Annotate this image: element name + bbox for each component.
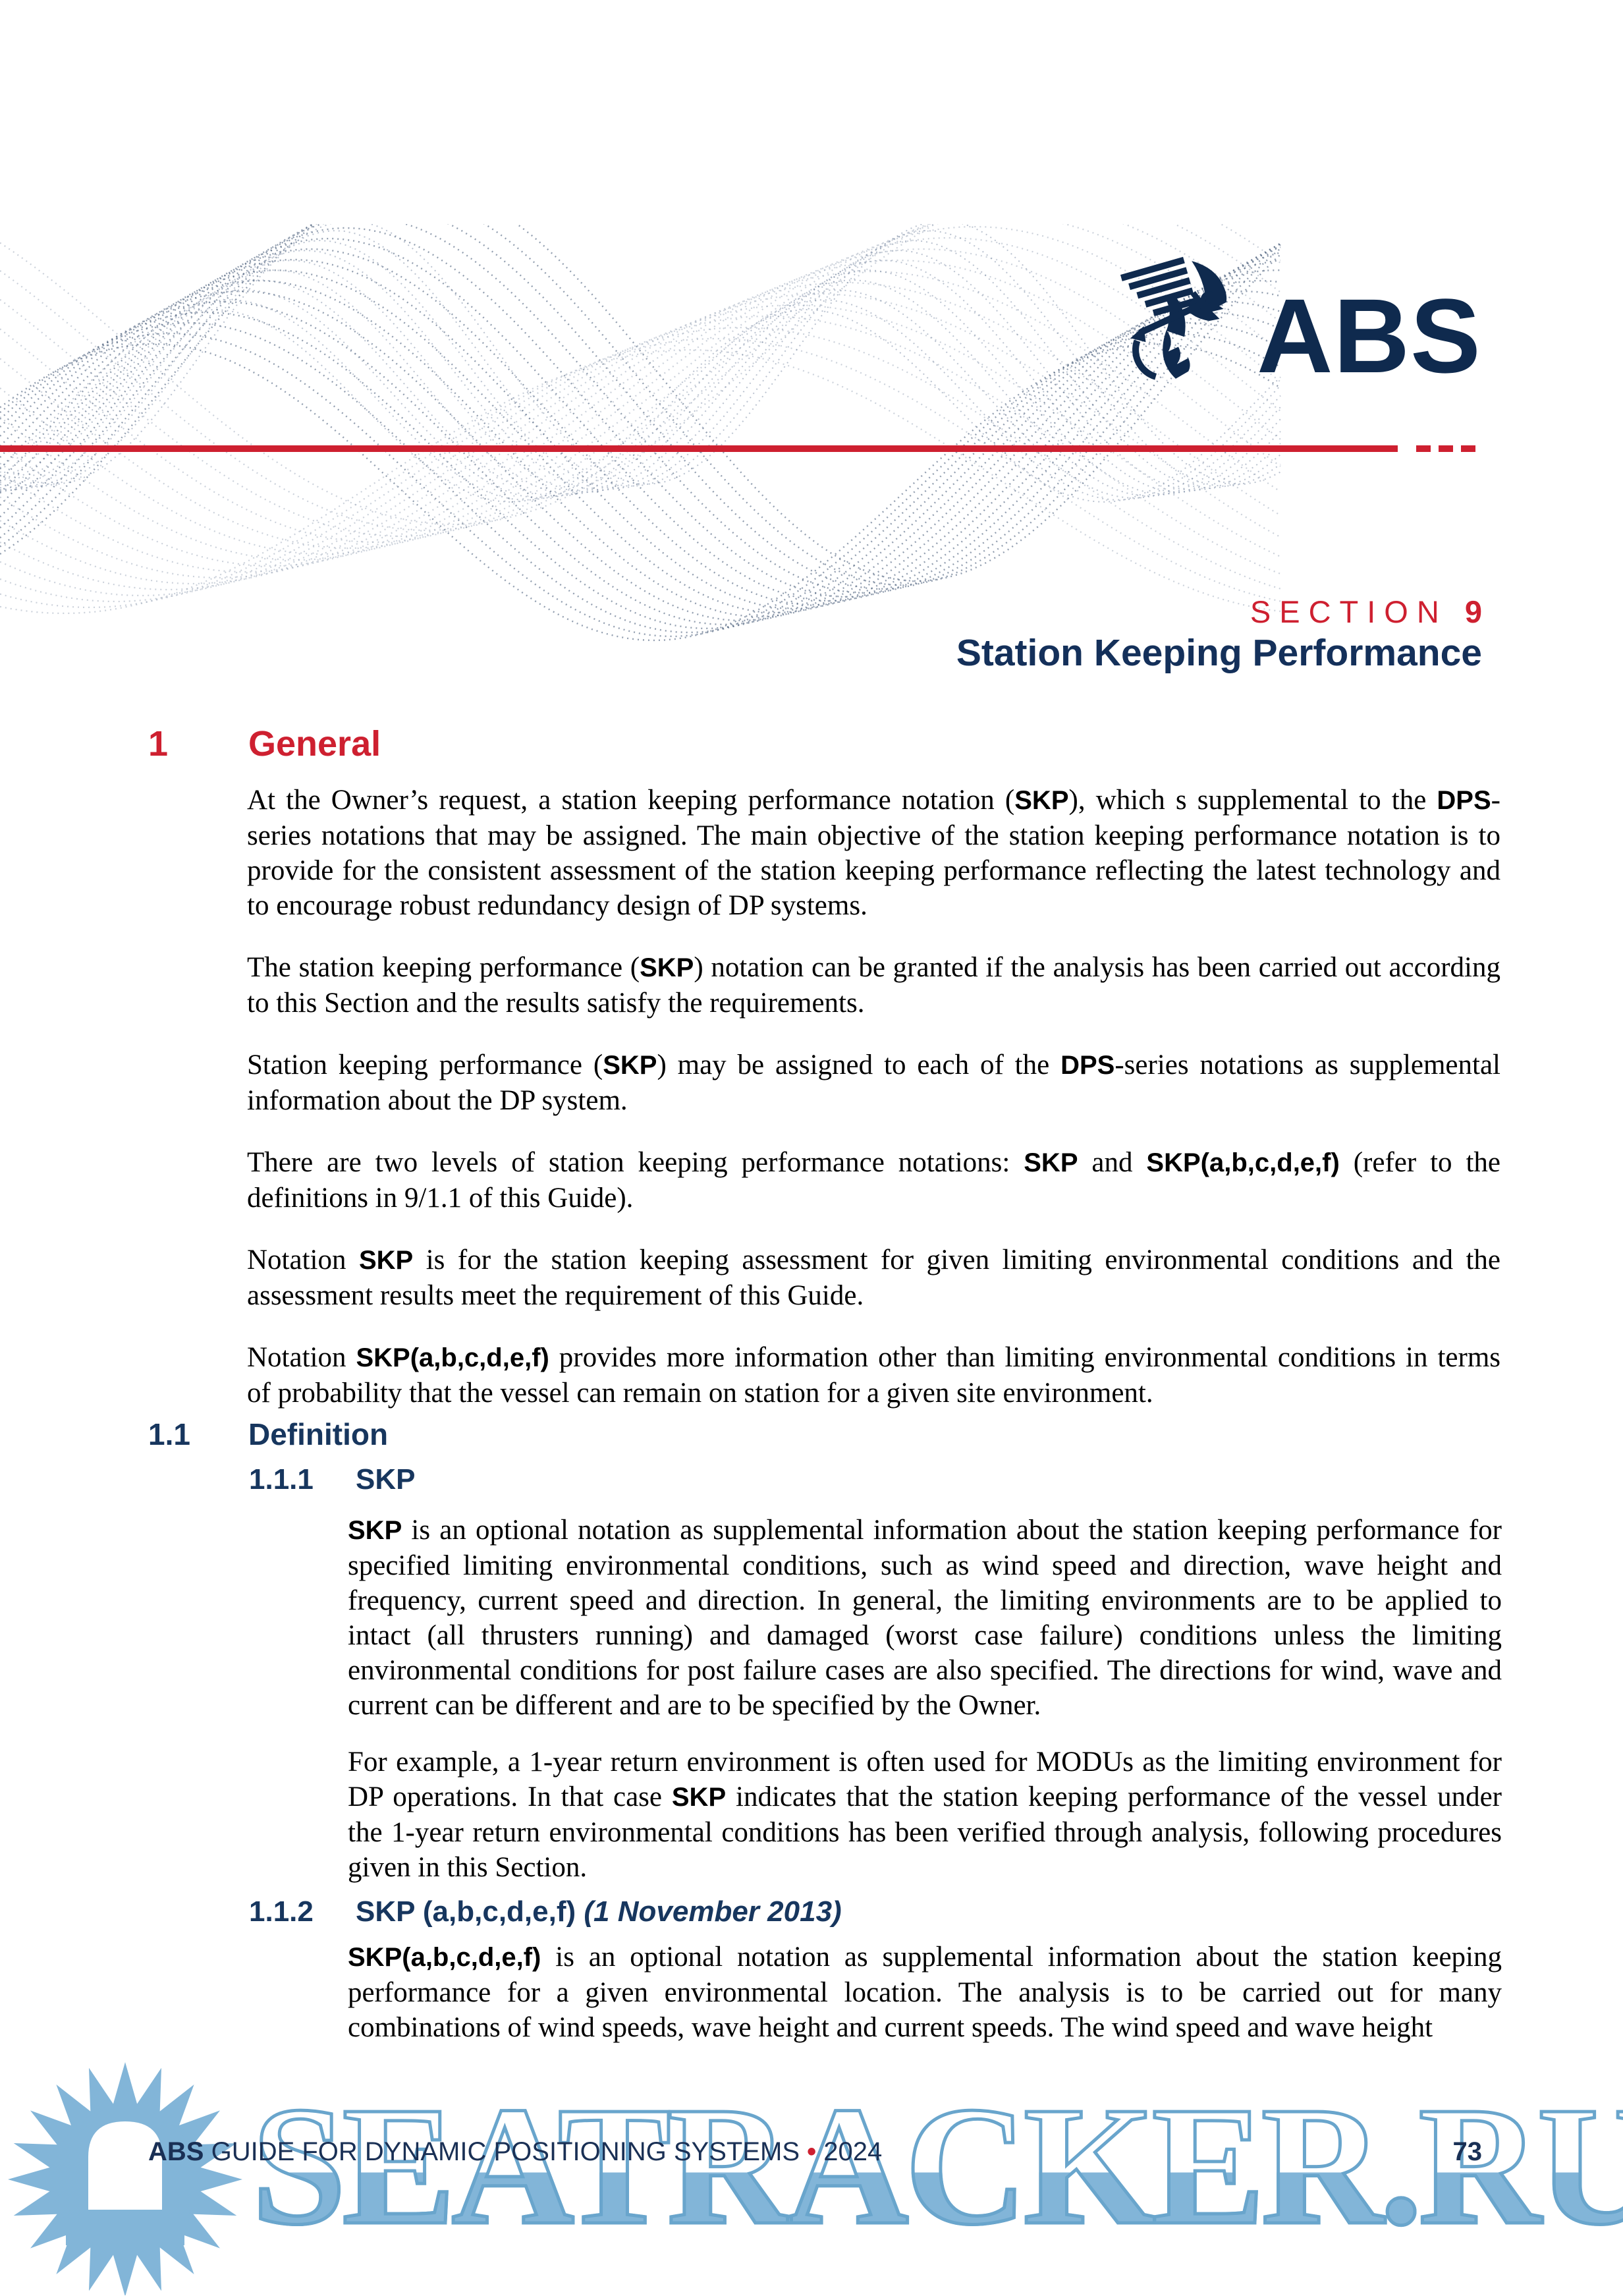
- text-run: SKP: [640, 953, 694, 982]
- paragraph: There are two levels of station keeping …: [247, 1145, 1500, 1216]
- text-run: ) notation can be granted if the analysi…: [247, 952, 1500, 1019]
- text-run: and: [1078, 1147, 1147, 1178]
- text-run: ), which s supplemental to the: [1068, 785, 1437, 816]
- text-run: SKP(a,b,c,d,e,f): [1146, 1148, 1340, 1177]
- abs-eagle-anchor-icon: [1120, 256, 1227, 380]
- text-run: SKP: [671, 1783, 727, 1812]
- paragraph: Notation SKP(a,b,c,d,e,f) provides more …: [247, 1340, 1500, 1411]
- text-run: (refer to the definitions in 9/1.1 of th…: [247, 1147, 1500, 1214]
- text-run: -series notations as supplemental inform…: [247, 1050, 1500, 1116]
- footer-title: GUIDE FOR DYNAMIC POSITIONING SYSTEMS: [211, 2137, 800, 2166]
- heading-1-1-1-number: 1.1.1: [249, 1463, 314, 1496]
- heading-1-1-title: Definition: [248, 1417, 389, 1451]
- footer-text: ABS GUIDE FOR DYNAMIC POSITIONING SYSTEM…: [148, 2137, 882, 2167]
- paragraph: Notation SKP is for the station keeping …: [247, 1243, 1500, 1313]
- text-run: is an optional notation as supplemental …: [348, 1942, 1502, 2043]
- heading-1-1-2-number: 1.1.2: [249, 1895, 314, 1928]
- section-word: SECTION: [1250, 594, 1448, 629]
- paragraph: The station keeping performance (SKP) no…: [247, 950, 1500, 1021]
- footer-brand: ABS: [148, 2137, 204, 2166]
- red-dash: [1461, 445, 1475, 452]
- paragraph: For example, a 1-year return environment…: [348, 1745, 1502, 1885]
- heading-1-1-2-title: SKP (a,b,c,d,e,f) (1 November 2013): [356, 1895, 842, 1928]
- heading-1-title: General: [248, 724, 381, 764]
- text-run: Notation: [247, 1342, 356, 1373]
- watermark-text: SEATRACKER.RU: [250, 2078, 1623, 2254]
- footer-year: 2024: [823, 2137, 883, 2166]
- text-run: is an optional notation as supplemental …: [348, 1515, 1502, 1721]
- paragraph: Station keeping performance (SKP) may be…: [247, 1048, 1500, 1118]
- text-run: DPS: [1060, 1051, 1115, 1080]
- text-run: Notation: [247, 1245, 359, 1275]
- paragraph: SKP(a,b,c,d,e,f) is an optional notation…: [348, 1940, 1502, 2045]
- text-run: For example, a 1-year return environment…: [348, 1747, 1502, 1812]
- text-run: -series notations that may be assigned. …: [247, 785, 1500, 921]
- heading-1-1-2-text: SKP (a,b,c,d,e,f): [356, 1895, 576, 1928]
- red-dash: [1416, 445, 1431, 452]
- text-run: SKP: [603, 1051, 657, 1080]
- paragraph: SKP is an optional notation as supplemen…: [348, 1513, 1502, 1723]
- text-run: provides more information other than lim…: [247, 1342, 1501, 1409]
- text-run: SKP: [348, 1516, 402, 1545]
- heading-1-1-2-date: (1 November 2013): [584, 1895, 842, 1928]
- text-run: At the Owner’s request, a station keepin…: [247, 785, 1015, 816]
- abs-logo: ABS: [1112, 252, 1481, 391]
- text-run: There are two levels of station keeping …: [247, 1147, 1024, 1178]
- text-run: The station keeping performance (: [247, 952, 640, 983]
- section-label: SECTION 9: [1250, 594, 1482, 630]
- text-run: indicates that the station keeping perfo…: [348, 1781, 1502, 1883]
- red-dash: [1439, 445, 1453, 452]
- abs-wordmark: ABS: [1257, 277, 1481, 395]
- text-run: SKP: [1024, 1148, 1078, 1177]
- heading-1-number: 1: [148, 724, 169, 764]
- page-number: 73: [1452, 2137, 1483, 2166]
- red-divider-line: [0, 445, 1398, 452]
- text-run: SKP: [358, 1246, 414, 1275]
- heading-1-1-number: 1.1: [148, 1417, 190, 1451]
- text-run: SKP(a,b,c,d,e,f): [356, 1343, 549, 1372]
- section-number: 9: [1464, 594, 1482, 629]
- paragraph: At the Owner’s request, a station keepin…: [247, 783, 1500, 923]
- dotted-wave-decoration: [0, 224, 1281, 642]
- footer-bullet: •: [807, 2137, 817, 2166]
- page-title: Station Keeping Performance: [956, 632, 1482, 674]
- heading-1-1-1-title: SKP: [356, 1463, 416, 1496]
- text-run: ) may be assigned to each of the: [657, 1050, 1061, 1080]
- text-run: SKP: [1014, 786, 1069, 815]
- text-run: SKP(a,b,c,d,e,f): [348, 1943, 541, 1972]
- text-run: DPS: [1437, 786, 1491, 815]
- text-run: is for the station keeping assessment fo…: [247, 1245, 1500, 1311]
- seatracker-sun-icon: [8, 2062, 242, 2295]
- text-run: Station keeping performance (: [247, 1050, 603, 1080]
